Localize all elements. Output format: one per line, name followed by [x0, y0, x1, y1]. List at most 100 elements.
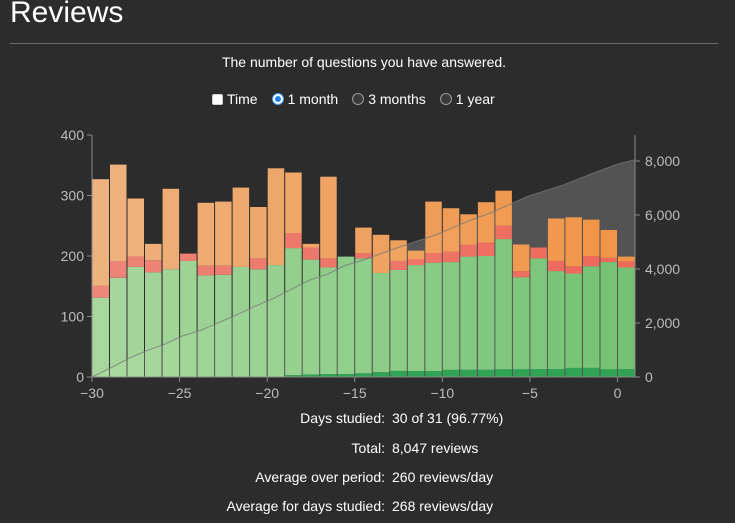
bar-learn — [460, 214, 477, 245]
stat-label: Average over period: — [255, 469, 385, 485]
bar-young — [180, 260, 197, 377]
range-label-3-months: 3 months — [368, 91, 426, 107]
bar-relearn — [460, 244, 477, 257]
bar-mature — [600, 369, 617, 377]
bar-young — [250, 269, 267, 377]
stat-row-average-studied: Average for days studied: 268 reviews/da… — [0, 498, 735, 518]
time-checkbox[interactable] — [212, 93, 223, 105]
y2-tick-label: 2,000 — [645, 315, 680, 331]
bar-relearn — [600, 257, 617, 262]
cumulative-line — [91, 159, 636, 378]
bar-learn — [407, 250, 425, 260]
bar-young — [320, 267, 337, 374]
bar-young — [197, 275, 215, 377]
bar-learn — [127, 198, 144, 257]
bar-relearn — [197, 265, 215, 276]
bar-mature — [565, 367, 582, 377]
bar-relearn — [618, 261, 635, 268]
bar-learn — [495, 190, 512, 226]
bar-learn — [215, 201, 232, 266]
bar-mature — [618, 369, 635, 377]
bar-mature — [477, 369, 495, 377]
bar-mature — [355, 373, 372, 377]
bar-relearn — [390, 260, 407, 270]
bar-young — [285, 248, 302, 376]
bar-mature — [495, 369, 512, 377]
bar-learn — [547, 218, 565, 261]
range-option-3-months[interactable]: 3 months — [352, 91, 426, 107]
reviews-chart: 0 100 200 300 400 0 2,000 4,000 6,000 8,000 −30 −25… — [61, 127, 681, 401]
bar-young — [390, 269, 407, 371]
bar-relearn — [285, 233, 302, 249]
stat-label: Average for days studied: — [226, 498, 385, 514]
bar-relearn — [407, 259, 425, 266]
bar-learn — [110, 164, 127, 262]
bar-mature — [530, 369, 547, 377]
bar-young — [372, 272, 390, 373]
bar-relearn — [215, 265, 232, 275]
bar-mature — [337, 374, 355, 377]
x-tick-label: −20 — [255, 385, 279, 401]
bar-young — [145, 272, 162, 377]
y-tick-label: 200 — [61, 248, 85, 264]
range-option-1-month[interactable]: 1 month — [271, 91, 338, 107]
bar-young — [267, 265, 285, 377]
bar-learn — [583, 219, 600, 256]
bar-relearn — [530, 247, 547, 259]
bar-learn — [320, 176, 337, 259]
bar-young — [302, 259, 320, 375]
bar-learn — [477, 202, 495, 243]
stat-row-average-period: Average over period: 260 reviews/day — [0, 469, 735, 489]
bar-mature — [302, 374, 320, 377]
y-tick-label: 300 — [61, 188, 85, 204]
radio-1-month[interactable] — [271, 93, 284, 105]
radio-3-months[interactable] — [352, 93, 365, 105]
bar-mature — [442, 369, 460, 377]
bar-young — [110, 277, 127, 377]
page-title: Reviews — [10, 0, 124, 29]
bar-young — [162, 269, 180, 377]
bar-relearn — [477, 242, 495, 256]
bar-mature — [372, 372, 390, 377]
y2-tick-label: 0 — [645, 369, 653, 385]
bar-relearn — [110, 261, 127, 278]
bar-young — [407, 265, 425, 371]
bar-relearn — [425, 253, 442, 263]
bar-mature — [583, 367, 600, 377]
x-tick-label: −30 — [80, 385, 104, 401]
bar-mature — [285, 375, 302, 377]
stat-value: 30 of 31 (96.77%) — [392, 410, 504, 426]
bar-relearn — [127, 256, 144, 267]
time-checkbox-option[interactable]: Time — [212, 91, 258, 107]
y2-tick-label: 6,000 — [645, 207, 680, 223]
bar-learn — [618, 256, 635, 262]
bar-young — [547, 271, 565, 370]
chart-subtitle: The number of questions you have answere… — [221, 54, 507, 70]
range-label-1-year: 1 year — [455, 91, 495, 107]
y-tick-label: 400 — [61, 127, 85, 143]
bar-learn — [92, 179, 109, 286]
bar-young — [92, 297, 109, 377]
x-tick-label: −10 — [430, 385, 454, 401]
bar-learn — [162, 188, 180, 270]
bar-young — [583, 266, 600, 368]
bar-relearn — [512, 271, 530, 278]
bar-young — [512, 277, 530, 370]
bar-mature — [425, 370, 442, 377]
bar-relearn — [320, 258, 337, 268]
bar-relearn — [250, 258, 267, 270]
time-checkbox-label: Time — [227, 91, 258, 107]
bar-mature — [390, 370, 407, 377]
bar-learn — [197, 202, 215, 266]
bar-young — [442, 262, 460, 370]
title-divider — [10, 43, 718, 44]
bar-relearn — [92, 285, 109, 298]
bar-relearn — [547, 260, 565, 272]
bar-mature — [460, 369, 477, 377]
bar-learn — [250, 207, 267, 259]
y-tick-label: 0 — [76, 369, 84, 385]
radio-1-year[interactable] — [439, 93, 452, 105]
x-tick-label: −15 — [343, 385, 367, 401]
range-option-1-year[interactable]: 1 year — [439, 91, 495, 107]
bar-relearn — [180, 253, 197, 261]
